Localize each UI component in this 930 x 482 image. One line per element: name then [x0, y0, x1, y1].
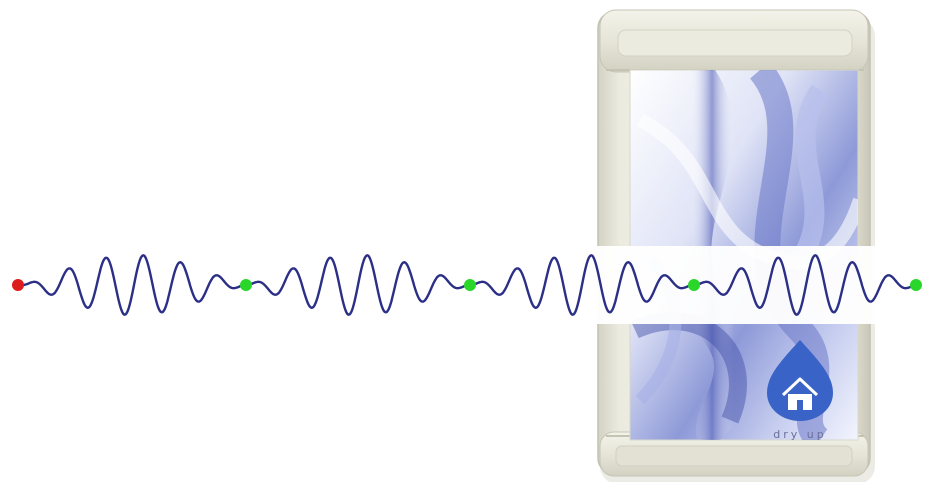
packet-separator-marker [464, 279, 476, 291]
packet-separator-marker [688, 279, 700, 291]
brand-label: dry up [773, 428, 826, 441]
drop-house-icon [767, 340, 833, 421]
packet-separator-marker [240, 279, 252, 291]
case-top-cap [599, 9, 869, 73]
start-marker [12, 279, 24, 291]
packet-separator-marker [910, 279, 922, 291]
waveform-markers [12, 279, 922, 291]
case-bottom-cap [599, 431, 869, 477]
waveform-strip [12, 246, 924, 324]
